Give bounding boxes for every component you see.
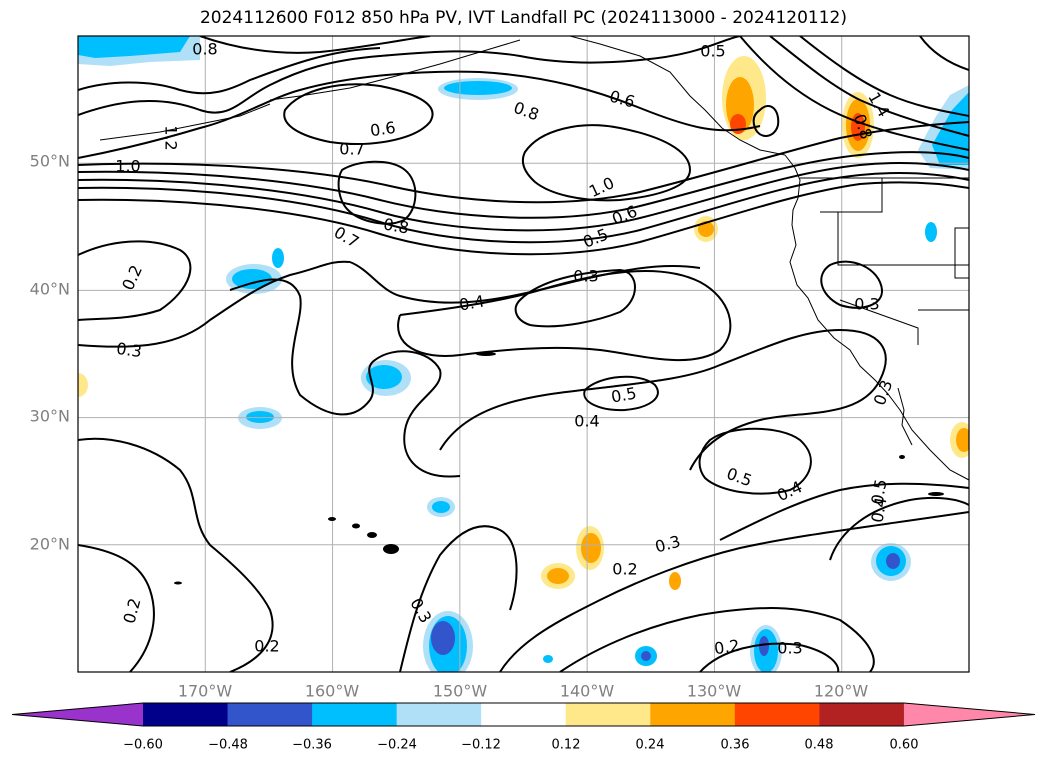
colorbar [11,702,1036,727]
contour-label: 0.8 [511,98,541,125]
colorbar-tick-label: −0.12 [461,738,501,753]
colorbar-tick-label: 0.24 [636,738,665,753]
lon-label-170w: 170°W [178,682,233,701]
contour-label: 0.3 [777,639,802,658]
islands [174,352,944,585]
contour-label: 0.7 [339,140,364,159]
contour-label: 0.4 [774,477,805,505]
colorbar-outline [11,702,1036,727]
contour-label: 0.4 [574,412,599,431]
colorbar-tick-label: 0.12 [552,738,581,753]
graticule [78,36,969,672]
colorbar-tick-label: 0.36 [721,738,750,753]
colorbar-tick-label: 0.48 [805,738,834,753]
map-frame [77,35,970,673]
colorbar-bin [143,703,229,726]
contour-label: 0.6 [608,87,638,112]
contour-label: 0.4 [458,291,486,314]
contour-label: 0.3 [573,267,598,286]
colorbar-tick-label: −0.48 [208,738,248,753]
lon-label-140w: 140°W [560,682,615,701]
contour-label: 0.3 [115,339,143,361]
map-title: 2024112600 F012 850 hPa PV, IVT Landfall… [199,8,847,28]
colorbar-tick-label: −0.36 [292,738,332,753]
contour-label: 0.2 [612,560,637,579]
colorbar-extend-min [12,703,143,726]
colorbar-bin [819,703,905,726]
colorbar-bin [734,703,820,726]
lon-label-150w: 150°W [433,682,488,701]
lat-label-40n: 40°N [30,280,70,299]
contour-label: 0.2 [118,262,146,293]
contour-label: 0.6 [369,118,397,140]
colorbar-bin [227,703,313,726]
lon-labels: 170°W 160°W 150°W 140°W 130°W 120°W [178,682,869,701]
contour-label: 0.8 [382,214,410,237]
contour-label: 0.5 [867,478,890,506]
contour-lines [78,36,969,672]
colorbar-labels: −0.60 −0.48 −0.36 −0.24 −0.12 0.12 0.24 … [123,738,918,753]
contour-label: 0.3 [653,532,683,557]
contour-label: 0.5 [580,224,611,251]
colorbar-bin [396,703,482,726]
contour-label: 0.5 [724,464,754,491]
lon-label-120w: 120°W [814,682,869,701]
contour-label: 1.0 [115,157,140,176]
coastlines [99,36,969,481]
contour-label: 1.2 [162,125,181,150]
lat-label-20n: 20°N [30,535,70,554]
colorbar-bin [565,703,651,726]
colorbar-bin [312,703,398,726]
contour-label: 0.2 [713,636,741,658]
colorbar-bin [481,703,567,726]
shaded-patches [78,36,969,672]
contour-label: 0.2 [120,596,145,626]
contour-label: 0.3 [870,377,897,407]
colorbar-bin [650,703,736,726]
contour-label: 0.5 [610,383,638,406]
colorbar-tick-label: −0.24 [377,738,417,753]
contour-label: 0.6 [609,201,640,228]
contour-label: 0.5 [700,42,725,61]
contour-label: 0.2 [254,637,279,656]
contour-label: 0.3 [854,295,879,314]
contour-label: 0.8 [192,40,217,59]
colorbar-tick-label: −0.60 [123,738,163,753]
lon-label-160w: 160°W [305,682,360,701]
lon-label-130w: 130°W [687,682,742,701]
lat-label-50n: 50°N [30,152,70,171]
lat-labels: 50°N 40°N 30°N 20°N [30,152,70,554]
lat-label-30n: 30°N [30,407,70,426]
colorbar-tick-label: 0.60 [890,738,919,753]
colorbar-extend-max [903,703,1035,726]
contour-label: 0.4 [867,496,890,524]
